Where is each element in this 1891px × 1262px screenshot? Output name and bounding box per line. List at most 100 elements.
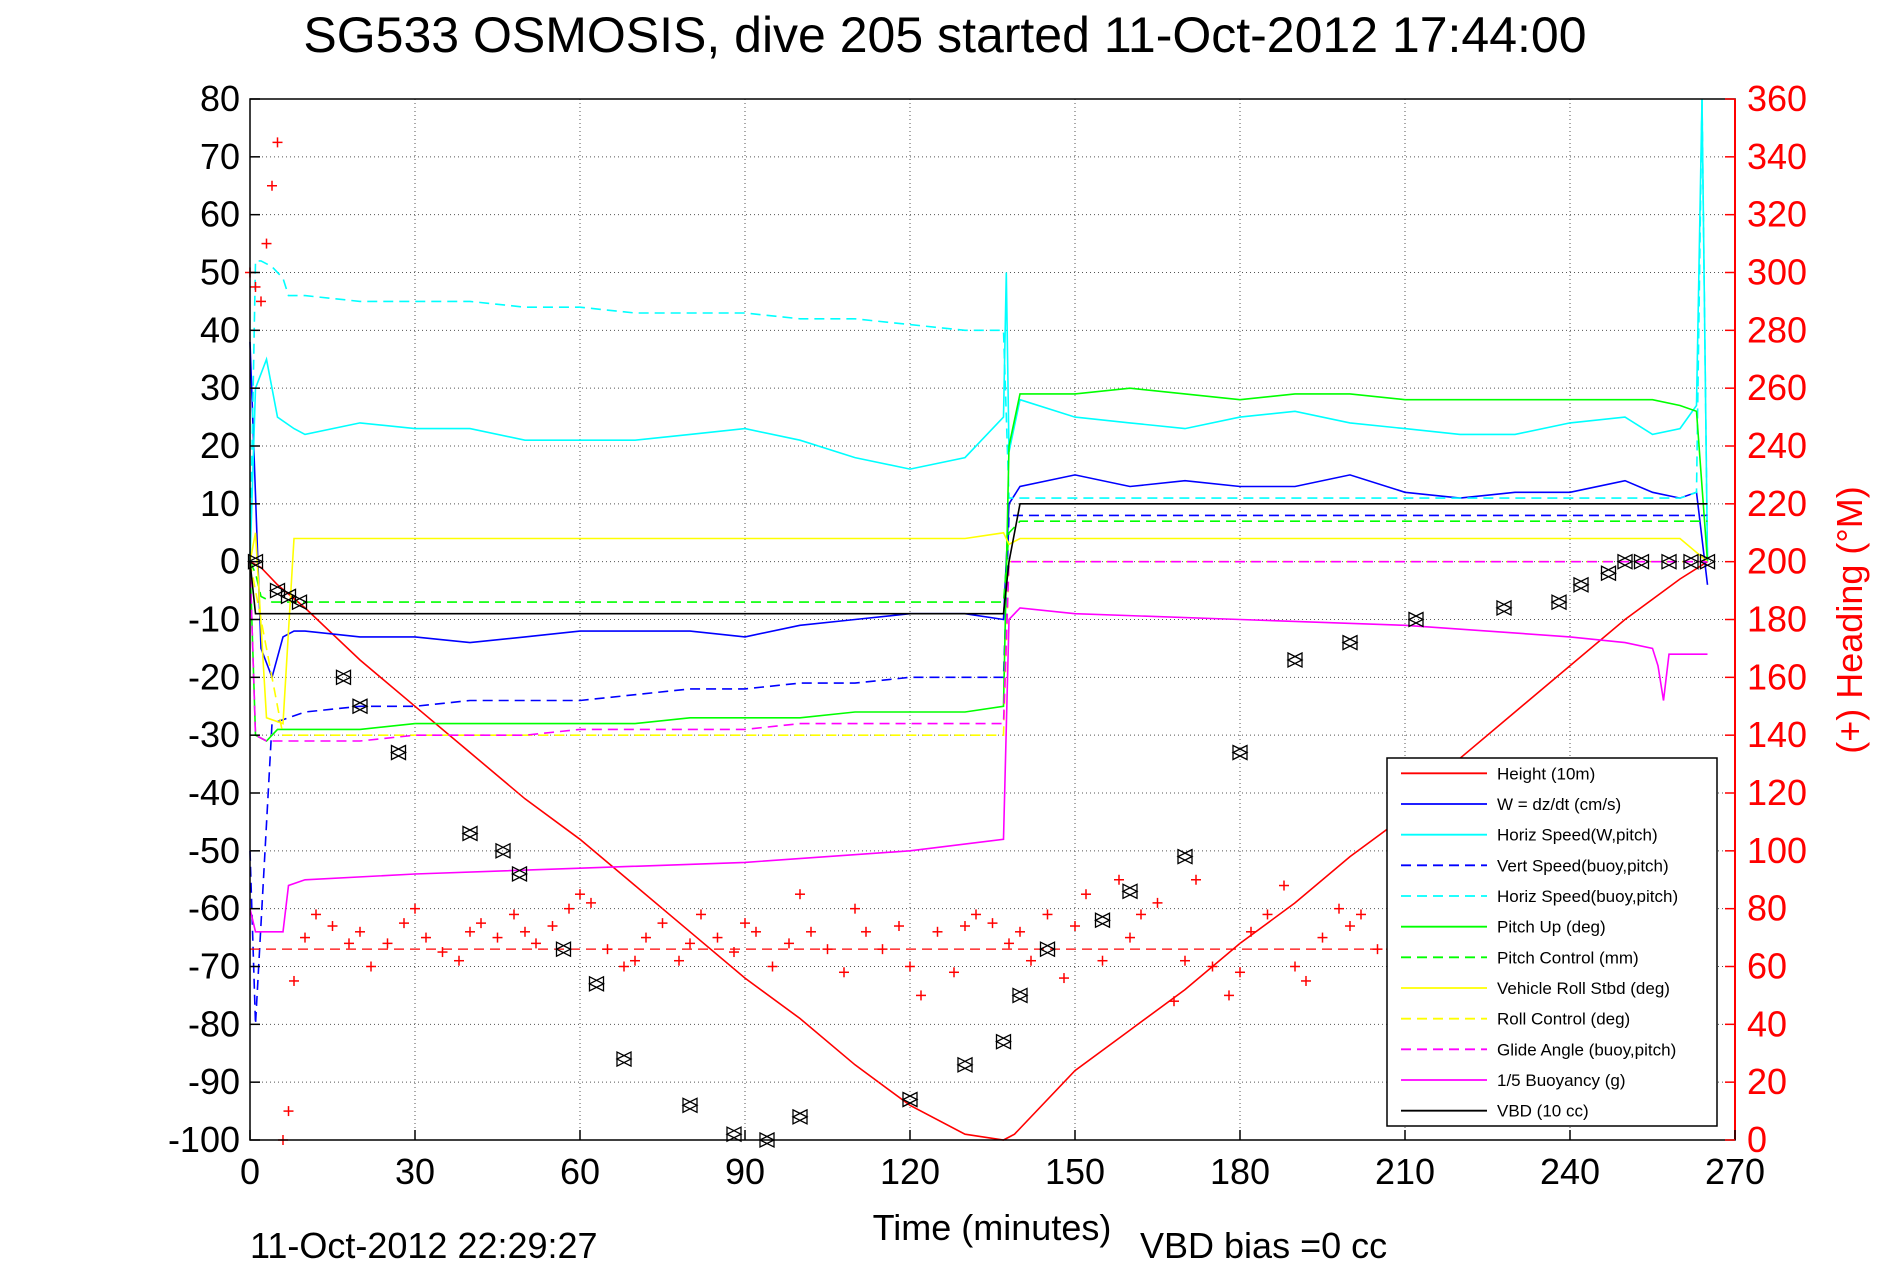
heading-point (344, 938, 354, 949)
x-tick-label: 60 (560, 1151, 600, 1192)
heading-point (465, 926, 475, 937)
height-marker (1550, 594, 1568, 611)
y-tick-label: -20 (188, 656, 240, 697)
height-marker (291, 594, 308, 611)
y2-axis-label: (+) Heading (°M) (1829, 486, 1870, 753)
y2-tick-label: 240 (1747, 425, 1807, 466)
height-marker (1094, 912, 1111, 929)
heading-point (564, 903, 574, 914)
y-tick-label: -90 (188, 1061, 240, 1102)
height-marker (725, 1126, 743, 1143)
y2-tick-label: 340 (1747, 136, 1807, 177)
y-ticks: 80 70 60 50 40 30 20 10 0 -10 -20 -30 -40 -50 -60 -70 -8… (168, 78, 260, 1160)
heading-point (410, 903, 420, 914)
x-tick-label: 150 (1045, 1151, 1105, 1192)
heading-point (1004, 938, 1014, 949)
y2-tick-label: 300 (1747, 252, 1807, 293)
height-marker (390, 744, 407, 761)
heading-point (476, 918, 486, 929)
y2-tick-label: 60 (1747, 946, 1787, 987)
heading-point (1356, 909, 1366, 920)
y-tick-label: -80 (188, 1003, 240, 1044)
legend-label-8: Roll Control (deg) (1497, 1010, 1630, 1029)
heading-point (696, 909, 706, 920)
height-marker (351, 698, 369, 715)
heading-point (1279, 880, 1289, 891)
series-line-9 (249, 560, 1708, 742)
heading-point (256, 296, 266, 307)
height-marker (1682, 553, 1700, 570)
heading-point (283, 1106, 294, 1117)
height-marker (1011, 987, 1029, 1004)
heading-point (366, 961, 376, 972)
heading-point (822, 944, 833, 955)
y-tick-label: 70 (200, 136, 240, 177)
height-marker (1407, 611, 1425, 628)
heading-point (1207, 961, 1218, 972)
series-line-7 (249, 531, 1709, 725)
height-marker (791, 1108, 809, 1125)
heading-point (806, 926, 816, 937)
heading-point (1125, 932, 1135, 943)
heading-point (1191, 874, 1201, 885)
heading-point (1317, 932, 1328, 943)
heading-point (1224, 990, 1234, 1001)
series-line-4 (249, 98, 1709, 562)
x-tick-label: 180 (1210, 1151, 1270, 1192)
heading-point (399, 918, 409, 929)
heading-point (531, 938, 541, 949)
heading-point (272, 137, 283, 148)
heading-point (877, 944, 888, 955)
height-marker (1231, 744, 1249, 761)
heading-point (586, 897, 596, 908)
y-tick-label: 30 (200, 367, 240, 408)
x-axis-label: Time (minutes) (873, 1207, 1112, 1248)
x-tick-label: 90 (725, 1151, 765, 1192)
x-tick-label: 0 (240, 1151, 260, 1192)
heading-point (492, 932, 503, 943)
heading-point (437, 947, 448, 958)
legend-label-6: Pitch Control (mm) (1497, 948, 1639, 967)
heading-point (674, 955, 684, 966)
x-tick-label: 120 (880, 1151, 940, 1192)
x-ticks: 0 30 60 90 120 150 180 210 240 270 (240, 1130, 1765, 1192)
heading-point (712, 932, 723, 943)
legend-label-0: Height (10m) (1497, 764, 1595, 783)
x-tick-label: 210 (1375, 1151, 1435, 1192)
y2-ticks: 3603403203002802602402202001801601401201… (1725, 78, 1807, 1160)
y-tick-label: 80 (200, 78, 240, 119)
y-tick-label: -50 (188, 830, 240, 871)
heading-point (575, 889, 585, 900)
y2-tick-label: 360 (1747, 78, 1807, 119)
heading-point (355, 926, 365, 937)
x-tick-label: 270 (1705, 1151, 1765, 1192)
height-marker (615, 1050, 633, 1068)
height-marker (511, 865, 528, 883)
heading-point (850, 903, 860, 914)
heading-point (839, 967, 849, 978)
heading-point (327, 921, 338, 932)
legend-label-2: Horiz Speed(W,pitch) (1497, 826, 1658, 845)
heading-point (861, 926, 871, 937)
series-layer (249, 98, 1709, 1141)
y-tick-label: 50 (200, 252, 240, 293)
heading-point (520, 926, 530, 937)
heading-point (1262, 909, 1273, 920)
heading-point (987, 918, 998, 929)
height-marker (555, 941, 572, 958)
y-tick-label: -60 (188, 888, 240, 929)
y-tick-label: 20 (200, 425, 240, 466)
heading-point (267, 180, 277, 191)
y-tick-label: -10 (188, 599, 240, 640)
y2-tick-label: 180 (1747, 599, 1807, 640)
height-marker (681, 1097, 699, 1114)
y-tick-label: -70 (188, 946, 240, 987)
legend-label-11: VBD (10 cc) (1497, 1102, 1589, 1121)
legend-label-5: Pitch Up (deg) (1497, 918, 1606, 937)
heading-point (602, 944, 613, 955)
height-marker (335, 669, 352, 686)
heading-point (1372, 944, 1383, 955)
heading-point (1334, 903, 1344, 914)
y2-tick-label: 40 (1747, 1003, 1787, 1044)
series-line-1 (249, 341, 1709, 680)
